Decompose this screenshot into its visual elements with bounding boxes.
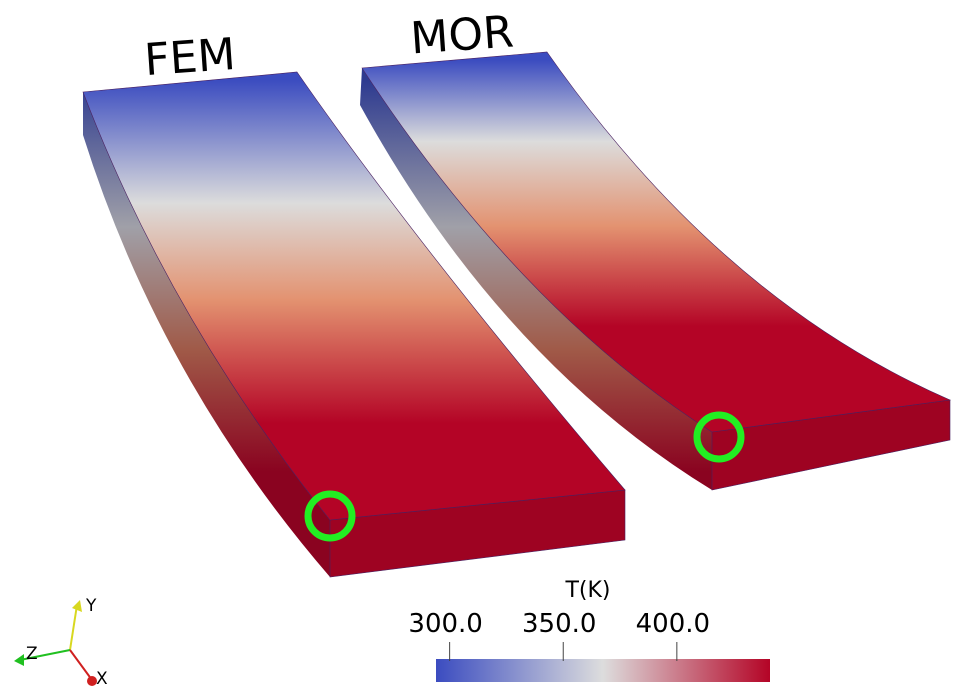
axis-label: Y: [85, 596, 97, 616]
z-arrow: [14, 654, 24, 666]
colorbar-title: T(K): [564, 578, 610, 603]
colorbar-tick-label: 300.0: [408, 609, 482, 639]
colorbar-tick-label: 400.0: [636, 609, 710, 639]
mor-label: MOR: [409, 6, 515, 64]
fem-label: FEM: [143, 29, 237, 86]
x-axis: [70, 650, 92, 680]
axis-label: X: [96, 669, 108, 688]
axis-label: Z: [26, 644, 38, 664]
colorbar-gradient: [436, 659, 770, 682]
y-axis: [70, 605, 77, 650]
colorbar: T(K) 300.0 350.0 400.0: [408, 578, 770, 682]
axes-triad: Y Z X: [14, 596, 108, 688]
colorbar-tick-label: 350.0: [522, 609, 596, 639]
render-view: FEM MOR Y Z X T(K) 300.0 350.0 400.0: [0, 0, 958, 688]
